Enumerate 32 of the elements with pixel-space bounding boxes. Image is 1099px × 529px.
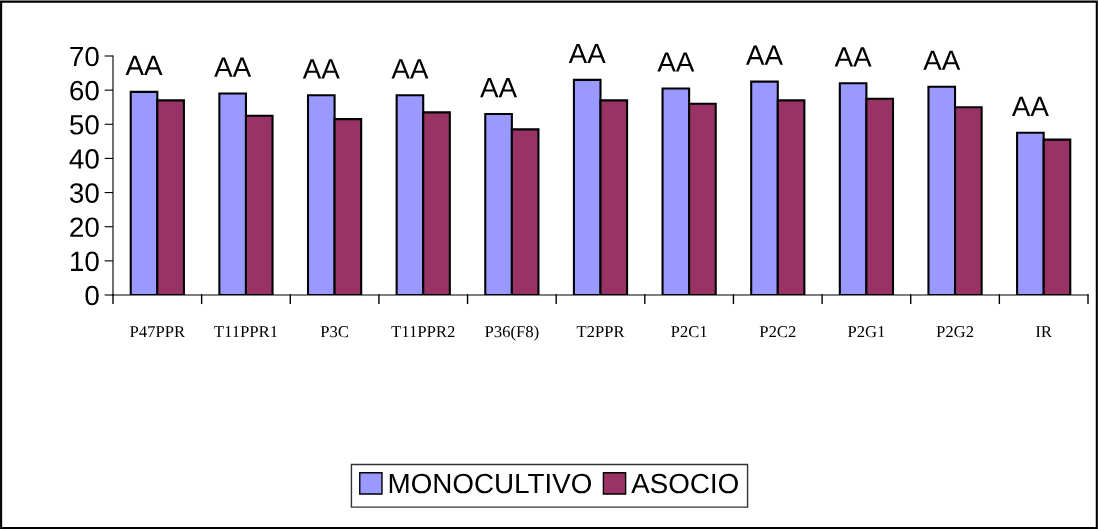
x-tick-label: P2C1 bbox=[671, 326, 707, 338]
x-tick-label: P47PPR bbox=[130, 326, 186, 338]
x-tick-label: P3C bbox=[320, 326, 349, 338]
y-tick-label: 0 bbox=[85, 285, 99, 306]
x-tick-label: P36(F8) bbox=[485, 325, 539, 341]
annotation: AA bbox=[657, 52, 695, 72]
annotation: AA bbox=[214, 57, 252, 77]
x-tick-label: P2G1 bbox=[847, 326, 885, 338]
annotation: AA bbox=[302, 59, 340, 79]
x-tick-label: IR bbox=[1035, 326, 1052, 338]
annotation: AA bbox=[1011, 96, 1049, 116]
annotation: AA bbox=[746, 45, 783, 65]
y-tick-label: 70 bbox=[70, 46, 99, 67]
x-tick-label: P2C2 bbox=[759, 326, 796, 338]
y-tick-label: 40 bbox=[69, 149, 99, 169]
annotation: AA bbox=[923, 50, 961, 70]
y-tick-label: 30 bbox=[69, 183, 99, 203]
y-tick-label: 20 bbox=[70, 217, 99, 238]
legend-label: ASOCIO bbox=[631, 473, 738, 494]
annotation: AA bbox=[125, 55, 163, 75]
y-tick-label: 60 bbox=[70, 80, 99, 101]
x-tick-label: T2PPR bbox=[576, 326, 625, 338]
annotation: AA bbox=[834, 47, 872, 67]
y-tick-label: 10 bbox=[71, 251, 99, 272]
y-tick-label: 50 bbox=[70, 114, 99, 135]
x-tick-label: P2G2 bbox=[936, 326, 974, 338]
annotation: AA bbox=[568, 43, 606, 64]
legend-label: MONOCULTIVO bbox=[389, 473, 591, 494]
annotation: AA bbox=[391, 59, 429, 79]
x-tick-label: T11PPR2 bbox=[391, 326, 455, 338]
x-tick-label: T11PPR1 bbox=[214, 326, 278, 338]
annotation: AA bbox=[480, 78, 518, 98]
